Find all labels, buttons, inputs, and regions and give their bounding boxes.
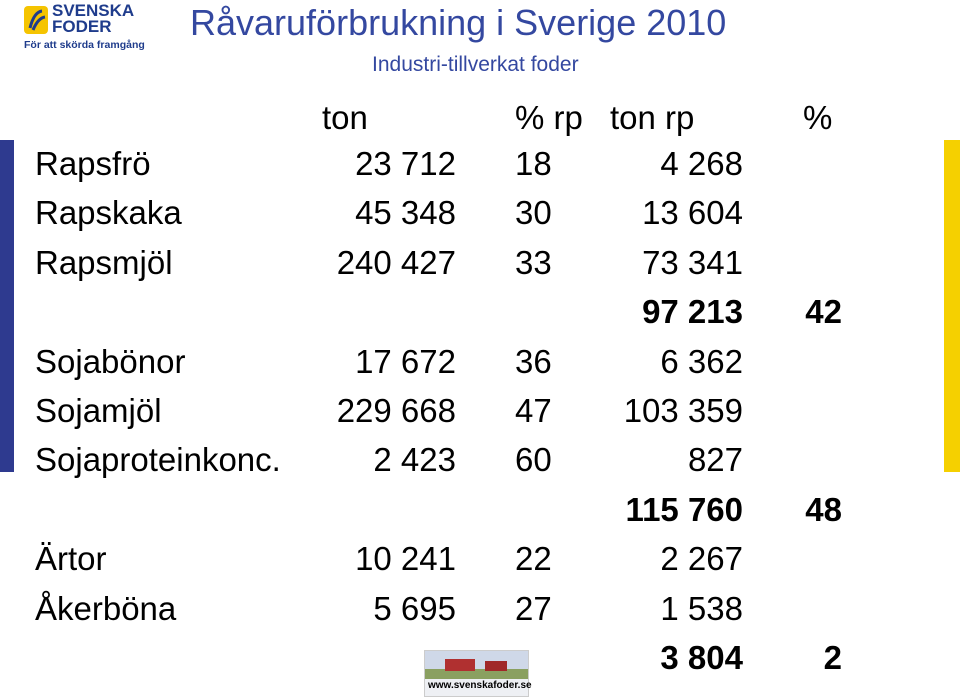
cell-ton-rp: 13 604 bbox=[642, 194, 743, 232]
left-bar bbox=[0, 140, 14, 472]
footer-badge: www.svenskafoder.se bbox=[424, 650, 532, 697]
logo-text: FODER bbox=[52, 17, 112, 36]
row-label: Rapskaka bbox=[35, 194, 182, 232]
cell-share: 42 bbox=[805, 293, 842, 331]
cell-ton-rp: 4 268 bbox=[660, 145, 743, 182]
row-label: Ärtor bbox=[35, 540, 107, 578]
cell-ton: 240 427 bbox=[336, 243, 456, 281]
cell-ton-rp: 1 538 bbox=[660, 589, 743, 627]
footer-url: www.svenskafoder.se bbox=[428, 680, 532, 691]
cell-ton-rp: 3 804 bbox=[660, 639, 743, 676]
row-label: Rapsfrö bbox=[35, 145, 151, 182]
cell-ton-rp: 2 267 bbox=[660, 540, 743, 578]
cell-pct: 60 bbox=[515, 441, 552, 479]
row-label: Sojaproteinkonc. bbox=[35, 441, 281, 479]
row-label: Sojabönor bbox=[35, 342, 186, 380]
cell-pct: 30 bbox=[515, 194, 552, 232]
cell-pct: 27 bbox=[515, 589, 552, 627]
cell-pct: 36 bbox=[515, 342, 552, 380]
title: Råvaruförbrukning i Sverige 2010 bbox=[190, 2, 727, 43]
cell-ton: 5 695 bbox=[373, 589, 456, 627]
column-header: ton rp bbox=[610, 99, 695, 136]
row-label: Rapsmjöl bbox=[35, 243, 173, 281]
cell-ton: 10 241 bbox=[355, 540, 456, 578]
cell-ton-rp: 73 341 bbox=[642, 243, 743, 281]
column-header: % rp bbox=[515, 99, 583, 136]
logo: SVENSKA FODER För att skörda framgång bbox=[22, 2, 147, 54]
subtitle: Industri-tillverkat foder bbox=[372, 53, 579, 76]
cell-pct: 33 bbox=[515, 243, 552, 281]
footer-image bbox=[425, 651, 528, 679]
cell-ton-rp: 97 213 bbox=[642, 293, 743, 331]
column-header: % bbox=[803, 99, 833, 136]
cell-share: 48 bbox=[805, 490, 842, 528]
cell-ton-rp: 827 bbox=[687, 441, 743, 479]
logo-icon bbox=[24, 6, 48, 34]
column-header: ton bbox=[322, 99, 368, 136]
right-bar bbox=[944, 140, 960, 472]
cell-ton-rp: 103 359 bbox=[623, 392, 743, 429]
cell-share: 2 bbox=[823, 639, 842, 676]
cell-pct: 18 bbox=[515, 145, 552, 182]
row-label: Åkerböna bbox=[35, 589, 177, 627]
cell-ton: 2 423 bbox=[373, 441, 456, 479]
cell-ton: 17 672 bbox=[355, 342, 456, 380]
cell-ton-rp: 115 760 bbox=[625, 490, 743, 528]
cell-pct: 22 bbox=[515, 540, 552, 578]
cell-ton: 45 348 bbox=[355, 194, 456, 232]
logo-tagline: För att skörda framgång bbox=[24, 39, 145, 51]
logo-text: SVENSKA bbox=[52, 1, 135, 20]
cell-pct: 47 bbox=[515, 392, 552, 429]
cell-ton: 23 712 bbox=[355, 145, 456, 182]
row-label: Sojamjöl bbox=[35, 392, 162, 429]
cell-ton: 229 668 bbox=[336, 392, 456, 429]
cell-ton-rp: 6 362 bbox=[660, 342, 743, 380]
